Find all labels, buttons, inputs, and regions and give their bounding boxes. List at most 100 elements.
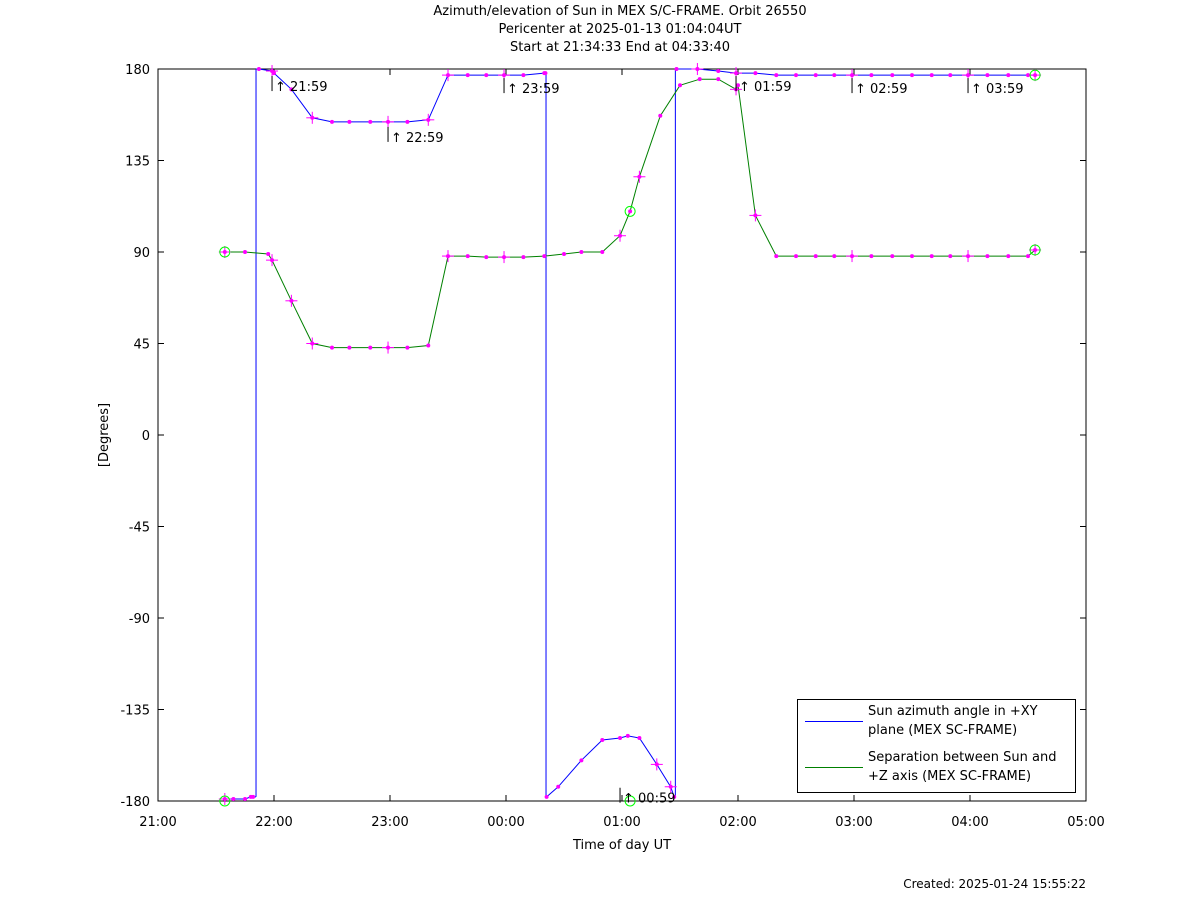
x-tick-label: 00:00 [487, 815, 524, 830]
chart-title-line-1: Azimuth/elevation of Sun in MEX S/C-FRAM… [433, 4, 807, 19]
series-line-separation [224, 78, 1036, 349]
data-point-azimuth [484, 73, 489, 78]
data-point-azimuth [672, 794, 677, 799]
data-point-azimuth [774, 73, 779, 78]
data-point-separation [542, 254, 547, 259]
y-tick-label: -135 [120, 704, 150, 719]
y-tick-label: -90 [129, 612, 150, 627]
data-point-separation [890, 254, 895, 259]
x-tick-label: 03:00 [835, 815, 872, 830]
data-point-separation [658, 113, 663, 118]
endpoint-circle [1029, 69, 1041, 81]
data-point-azimuth [618, 735, 623, 740]
data-point-azimuth [231, 796, 236, 801]
data-point-azimuth [600, 738, 605, 742]
x-tick-label: 05:00 [1067, 815, 1104, 830]
legend-swatch-separation [805, 767, 863, 768]
data-point-separation [678, 83, 682, 88]
data-point-azimuth [465, 73, 470, 78]
data-point-azimuth [625, 733, 630, 738]
data-point-azimuth [1026, 73, 1030, 78]
data-point-azimuth [272, 71, 276, 76]
chart-legend: Sun azimuth angle in +XY plane (MEX SC-F… [797, 699, 1076, 793]
data-point-separation [869, 254, 874, 259]
data-point-azimuth [347, 119, 352, 124]
data-point-azimuth [674, 67, 679, 71]
series-line-azimuth [675, 68, 1036, 76]
data-point-azimuth [1006, 73, 1011, 78]
data-point-separation [774, 254, 779, 259]
endpoint-circle [219, 795, 231, 807]
annotation-label: ↑ 00:59 [623, 792, 676, 807]
data-point-azimuth [544, 794, 549, 799]
annotation-label: ↑ 01:59 [739, 80, 792, 95]
y-tick-label: 0 [142, 429, 150, 444]
x-tick-label: 21:00 [139, 815, 176, 830]
data-point-azimuth [716, 69, 721, 74]
data-point-separation [910, 254, 914, 259]
annotation-label: ↑ 21:59 [275, 80, 328, 95]
y-tick-label: -180 [120, 795, 150, 810]
endpoint-circle [624, 795, 636, 807]
data-point-azimuth [753, 71, 758, 76]
data-point-azimuth [556, 784, 561, 789]
x-tick-label: 23:00 [371, 815, 408, 830]
data-point-separation [521, 255, 526, 260]
annotation-label: ↑ 03:59 [971, 82, 1024, 97]
annotation-label: ↑ 02:59 [855, 82, 908, 97]
data-point-separation [736, 83, 740, 88]
chart-title-line-2: Pericenter at 2025-01-13 01:04:04UT [498, 22, 742, 37]
data-point-separation [347, 345, 352, 350]
chart-title-line-3: Start at 21:34:33 End at 04:33:40 [509, 40, 731, 55]
data-point-azimuth [243, 796, 247, 801]
data-point-azimuth [832, 73, 837, 78]
data-point-azimuth [405, 119, 410, 124]
data-point-separation [243, 250, 247, 254]
x-tick-label: 04:00 [951, 815, 988, 830]
data-point-azimuth [948, 73, 953, 78]
data-point-separation [794, 254, 798, 259]
data-point-separation [465, 254, 470, 259]
x-tick-label: 01:00 [603, 815, 640, 830]
data-point-separation [832, 254, 837, 259]
legend-item-separation: Separation between Sun and +Z axis (MEX … [798, 746, 1075, 790]
legend-label-separation: Separation between Sun and +Z axis (MEX … [868, 750, 1057, 784]
data-point-separation [600, 250, 605, 254]
endpoint-circle [219, 246, 231, 258]
data-point-separation [1026, 254, 1030, 259]
legend-label-azimuth: Sun azimuth angle in +XY plane (MEX SC-F… [868, 704, 1038, 738]
data-point-separation [579, 250, 584, 254]
plot-frame [157, 68, 1087, 802]
y-tick-label: 45 [133, 338, 150, 353]
x-tick-label: 02:00 [719, 815, 756, 830]
data-point-azimuth [256, 67, 261, 71]
annotation-label: ↑ 23:59 [507, 82, 560, 97]
series-line-azimuth [546, 735, 676, 798]
data-point-separation [405, 345, 410, 350]
x-axis-label: Time of day UT [572, 838, 671, 853]
data-point-azimuth [910, 73, 914, 78]
x-tick-label: 22:00 [255, 815, 292, 830]
data-point-separation [368, 345, 373, 350]
data-point-azimuth [251, 794, 256, 799]
series-line-azimuth [256, 68, 546, 123]
data-point-separation [697, 77, 702, 82]
data-point-azimuth [890, 73, 895, 78]
endpoint-circle [1029, 244, 1041, 256]
data-point-separation [985, 254, 990, 259]
data-point-separation [426, 343, 431, 348]
data-point-azimuth [985, 73, 990, 78]
y-axis-label: [Degrees] [97, 403, 112, 467]
data-point-separation [929, 254, 934, 259]
data-point-separation [266, 252, 271, 257]
y-tick-label: 180 [125, 63, 150, 78]
data-point-azimuth [869, 73, 874, 78]
data-point-separation [484, 255, 489, 260]
legend-item-azimuth: Sun azimuth angle in +XY plane (MEX SC-F… [798, 700, 1075, 744]
data-point-azimuth [813, 73, 818, 78]
data-point-separation [716, 77, 721, 82]
data-point-azimuth [637, 735, 642, 740]
data-point-separation [948, 254, 953, 259]
data-point-azimuth [579, 758, 584, 763]
annotation-label: ↑ 22:59 [391, 131, 444, 146]
